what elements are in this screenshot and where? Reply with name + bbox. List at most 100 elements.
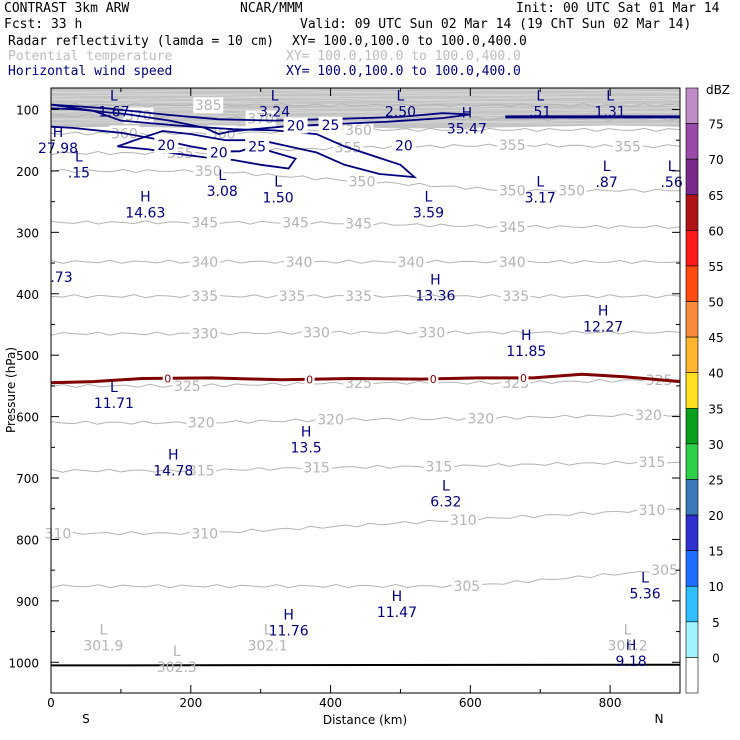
wind-extremum-marker: L	[397, 88, 405, 104]
theta-label-bg	[189, 288, 220, 305]
wind-extremum-value: 11.76	[269, 623, 309, 639]
wind-contour-label: 20	[210, 145, 228, 161]
wind-extremum-value: 3.17	[525, 190, 556, 206]
theta-extremum-marker: L	[624, 623, 632, 639]
init-time: Init: 00 UTC Sat 01 Mar 14	[516, 1, 720, 16]
colorbar-segment	[685, 585, 699, 623]
wind-extremum-value: .51	[529, 104, 551, 120]
colorbar-tick-label: 65	[708, 189, 723, 203]
wind-extremum-marker: L	[641, 570, 649, 586]
wind-extremum-marker: H	[521, 328, 532, 344]
y-axis-tick-label: 100	[16, 103, 39, 117]
institution-label: NCAR/MMM	[240, 1, 303, 16]
colorbar-segment	[685, 407, 699, 445]
colorbar-segment	[685, 194, 699, 231]
theta-contour-label: 360	[111, 126, 138, 142]
colorbar-segment	[685, 479, 699, 516]
field-3-name: Horizontal wind speed	[8, 64, 173, 79]
wind-extremum-marker: L	[110, 380, 118, 396]
theta-contour-label: 350	[558, 184, 585, 200]
theta-label-bg	[416, 324, 447, 341]
wind-extremum-marker: H	[430, 273, 441, 289]
colorbar-segment	[685, 443, 699, 480]
colorbar-tick-label: 40	[708, 367, 723, 381]
wind-extremum-value: 6.32	[430, 494, 461, 510]
colorbar-segment	[685, 123, 699, 160]
colorbar-segment	[685, 87, 699, 124]
theta-extremum-value: 301.9	[83, 639, 123, 655]
x-axis-tick-label: 600	[459, 696, 482, 710]
wind-extremum-marker: L	[75, 150, 83, 166]
x-axis-tick-label: 0	[47, 696, 55, 710]
theta-contour-line	[50, 101, 681, 105]
wind-speed-contour-25	[50, 103, 471, 136]
theta-contour-label: 340	[398, 255, 425, 271]
field-2-name: Potential temperature	[8, 49, 173, 64]
theta-contour-line	[50, 97, 681, 100]
reflectivity-zero-label: 0	[520, 372, 527, 385]
wind-extremum-value: 27.98	[38, 141, 78, 157]
theta-label-bg	[189, 525, 220, 542]
theta-label-bg	[245, 110, 276, 127]
wind-extremum-value: 35.47	[447, 121, 487, 137]
plot-frame	[50, 87, 681, 694]
colorbar-tick-label: 0	[712, 651, 720, 665]
reflectivity-zero-label: 0	[430, 373, 437, 386]
colorbar-tick-label: 35	[708, 402, 723, 416]
wind-extremum-value: .56	[660, 175, 682, 191]
colorbar-tick-label: 25	[708, 473, 723, 487]
colorbar-segment	[685, 372, 699, 409]
theta-extremum-marker: L	[100, 623, 108, 639]
zero-label-bg	[518, 371, 529, 384]
theta-contour-label: 345	[191, 216, 218, 232]
wind-extremum-value: 13.36	[415, 289, 455, 305]
colorbar-segment	[685, 657, 699, 694]
wind-extremum-value: 1.31	[595, 104, 626, 120]
theta-label-bg	[395, 253, 426, 270]
theta-contour-label: 345	[499, 220, 526, 236]
zero-label-bg	[428, 372, 439, 385]
theta-contour-line	[50, 92, 681, 95]
theta-extremum-value: 301.2	[608, 639, 648, 655]
y-axis-tick-label: 500	[16, 349, 39, 363]
field-1-xy: XY= 100.0,100.0 to 100.0,400.0	[292, 34, 527, 49]
theta-contour-label: 350	[195, 164, 222, 180]
theta-label-bg	[186, 462, 217, 479]
wind-label-bg	[391, 137, 416, 154]
colorbar-segment	[685, 550, 699, 587]
wind-extremum-marker: H	[626, 638, 637, 654]
theta-label-bg	[343, 121, 374, 138]
reflectivity-zero-label: 0	[164, 372, 171, 385]
theta-extremum-value: 302.3	[157, 660, 197, 676]
colorbar-tick-label: 45	[708, 331, 723, 345]
wind-extremum-marker: H	[598, 303, 609, 319]
wind-extremum-marker: H	[462, 105, 473, 121]
theta-label-bg	[172, 377, 203, 394]
theta-contour-line	[50, 460, 681, 473]
theta-contour-line	[50, 103, 681, 108]
wind-label-bg	[245, 138, 270, 155]
wind-extremum-value: .15	[68, 166, 90, 182]
wind-extremum-value: 5.36	[629, 586, 660, 602]
wind-extremum-value: 3.24	[259, 104, 290, 120]
theta-contour-line	[50, 94, 681, 98]
wind-extremum-marker: L	[110, 88, 118, 104]
wind-extremum-marker: H	[168, 448, 179, 464]
theta-contour-label: 310	[639, 503, 666, 519]
x-axis-tick-label: 400	[319, 696, 342, 710]
theta-contour-label: 350	[349, 174, 376, 190]
theta-label-bg	[343, 215, 374, 232]
wind-extremum-value: 11.71	[94, 396, 134, 412]
theta-label-bg	[612, 138, 643, 155]
theta-contour-label: 320	[635, 408, 662, 424]
x-axis-right-end-label: N	[655, 712, 664, 726]
theta-contour-line	[50, 109, 681, 113]
theta-label-bg	[343, 288, 374, 305]
colorbar-tick-label: 30	[708, 438, 723, 452]
wind-extremum-value: 3.08	[207, 184, 238, 200]
theta-contour-label: 310	[191, 526, 218, 542]
y-axis-tick-label: 200	[16, 165, 39, 179]
theta-contour-label: 350	[499, 184, 526, 200]
theta-contour-label: 315	[639, 455, 666, 471]
wind-extremum-value: 1.67	[98, 104, 129, 120]
